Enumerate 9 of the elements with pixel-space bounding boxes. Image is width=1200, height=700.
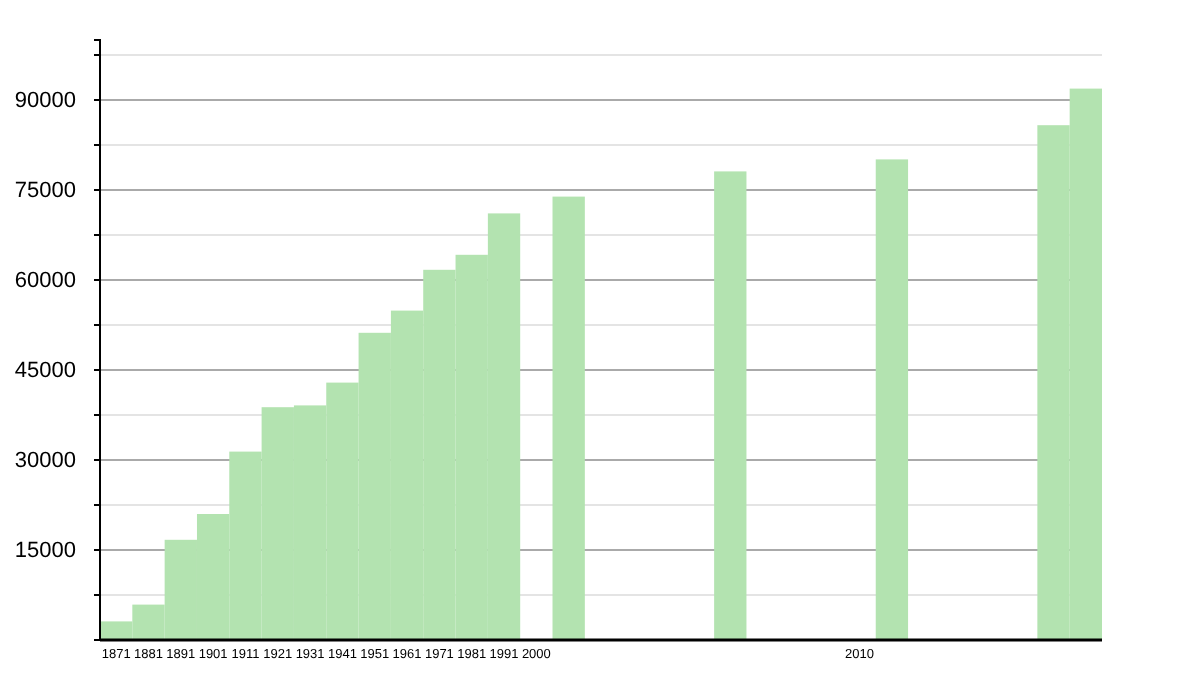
y-tick-label: 60000	[14, 269, 76, 294]
bar	[552, 196, 585, 640]
bar	[875, 159, 909, 640]
bar	[714, 171, 747, 640]
y-tick-label: 30000	[14, 449, 76, 474]
y-tick-label: 15000	[14, 539, 76, 564]
y-tick-label: 75000	[14, 179, 76, 204]
y-tick-label: 45000	[14, 359, 76, 384]
y-tick-label: 90000	[14, 89, 76, 114]
